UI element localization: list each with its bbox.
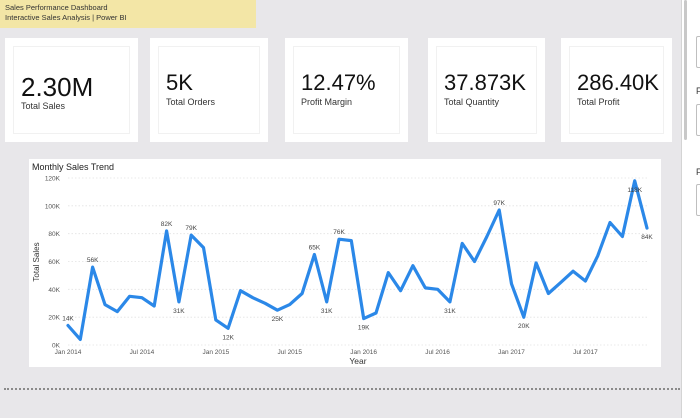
- pane-label: F: [696, 167, 700, 177]
- x-axis-title: Year: [349, 356, 366, 366]
- monthly-sales-trend-chart[interactable]: Monthly Sales Trend Year Total Sales 0K 2…: [29, 159, 661, 367]
- x-tick-label: Jan 2017: [498, 349, 525, 356]
- chart-title: Monthly Sales Trend: [32, 162, 114, 172]
- kpi-value: 37.873K: [444, 70, 526, 95]
- data-label: 82K: [161, 221, 173, 228]
- pane-field-box[interactable]: [696, 184, 700, 216]
- y-tick-label: 0K: [52, 343, 61, 350]
- kpi-card-frame: [13, 46, 130, 134]
- data-labels: 14K 56K 82K 31K 79K 12K 25K 65K 31K 76K 19K 31K 97K 2…: [62, 187, 653, 342]
- pane-field-box[interactable]: [696, 104, 700, 136]
- kpi-label: Total Orders: [166, 97, 216, 107]
- data-label: 12K: [222, 334, 234, 341]
- kpi-card-frame: [293, 46, 400, 134]
- data-label: 31K: [321, 308, 333, 315]
- data-label: 118K: [627, 187, 642, 194]
- gridlines: [68, 177, 647, 346]
- pane-scrollbar[interactable]: [684, 0, 687, 140]
- report-subtitle: Interactive Sales Analysis | Power BI: [5, 13, 127, 22]
- pane-field-box[interactable]: [696, 36, 700, 68]
- canvas-edge: [672, 0, 681, 418]
- data-label: 31K: [173, 308, 185, 315]
- data-label: 65K: [309, 245, 321, 252]
- report-title: Sales Performance Dashboard: [5, 3, 108, 12]
- y-tick-label: 120K: [45, 176, 61, 183]
- x-tick-label: Jul 2016: [425, 349, 450, 356]
- y-axis-title: Total Sales: [32, 242, 41, 281]
- data-label: 76K: [333, 229, 345, 236]
- data-label: 79K: [185, 225, 197, 232]
- kpi-card-frame: [158, 46, 260, 134]
- kpi-label: Total Sales: [21, 101, 66, 111]
- kpi-card-profit-margin[interactable]: 12.47% Profit Margin: [285, 38, 408, 142]
- kpi-value: 286.40K: [577, 70, 659, 95]
- kpi-label: Total Quantity: [444, 97, 500, 107]
- x-tick-label: Jan 2015: [202, 349, 229, 356]
- y-tick-label: 80K: [48, 231, 60, 238]
- data-label: 31K: [444, 308, 456, 315]
- kpi-card-total-profit[interactable]: 286.40K Total Profit: [561, 38, 672, 142]
- page-divider: [4, 388, 680, 390]
- data-label: 97K: [493, 200, 505, 207]
- kpi-value: 12.47%: [301, 70, 376, 95]
- report-title-banner: Sales Performance Dashboard Interactive …: [0, 0, 256, 28]
- data-label: 25K: [272, 316, 284, 323]
- kpi-card-total-sales[interactable]: 2.30M Total Sales: [5, 38, 138, 142]
- y-tick-label: 20K: [48, 315, 60, 322]
- series-line-total-sales[interactable]: [66, 179, 649, 341]
- kpi-card-frame: [569, 46, 664, 134]
- y-tick-label: 60K: [48, 259, 60, 266]
- x-tick-label: Jan 2016: [350, 349, 377, 356]
- kpi-label: Profit Margin: [301, 97, 353, 107]
- line-chart-svg: Monthly Sales Trend Year Total Sales 0K 2…: [32, 162, 653, 366]
- x-tick-label: Jul 2017: [573, 349, 598, 356]
- data-label: 14K: [62, 316, 74, 323]
- data-label: 20K: [518, 323, 530, 330]
- kpi-card-total-orders[interactable]: 5K Total Orders: [150, 38, 268, 142]
- y-tick-label: 40K: [48, 287, 60, 294]
- x-tick-label: Jan 2014: [55, 349, 82, 356]
- kpi-value: 2.30M: [21, 72, 94, 102]
- data-label: 19K: [358, 325, 370, 332]
- kpi-card-frame: [436, 46, 537, 134]
- x-tick-label: Jul 2014: [130, 349, 155, 356]
- pane-label: F: [696, 86, 700, 96]
- kpi-label: Total Profit: [577, 97, 620, 107]
- x-axis-ticks: Jan 2014 Jul 2014 Jan 2015 Jul 2015 Jan 2016…: [55, 349, 598, 356]
- kpi-value: 5K: [166, 70, 193, 95]
- y-axis-ticks: 0K 20K 40K 60K 80K 100K 120K: [45, 176, 61, 350]
- x-tick-label: Jul 2015: [277, 349, 302, 356]
- y-tick-label: 100K: [45, 203, 61, 210]
- data-label: 56K: [87, 257, 99, 264]
- data-label: 84K: [641, 234, 653, 241]
- kpi-card-total-quantity[interactable]: 37.873K Total Quantity: [428, 38, 545, 142]
